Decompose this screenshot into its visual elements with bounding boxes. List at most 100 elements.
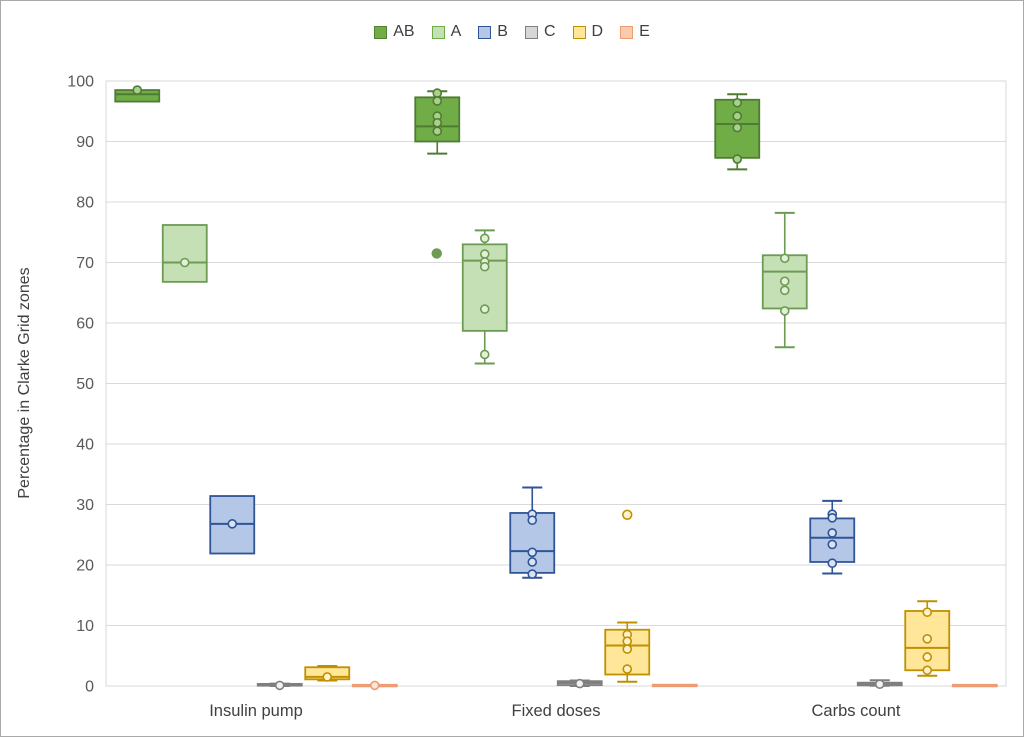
legend-swatch-D: [572, 25, 586, 39]
data-point: [922, 652, 933, 662]
data-point: [732, 97, 743, 108]
outlier-point-filled: [431, 248, 442, 259]
box-E-1: [651, 683, 698, 688]
y-tick-label-10: 10: [76, 618, 94, 635]
box-AB-1: [414, 88, 461, 155]
box-A-0: [161, 224, 208, 283]
category-label-0: Insulin pump: [209, 702, 303, 720]
y-tick-label-30: 30: [76, 497, 94, 514]
data-point: [779, 306, 790, 316]
x-axis-category-labels: Insulin pump Fixed doses Carbs count: [209, 702, 901, 720]
legend-swatch-B: [478, 25, 492, 39]
data-point: [827, 528, 838, 538]
box-A-1: [431, 229, 508, 365]
data-point: [132, 85, 143, 95]
iqr-box: [161, 224, 208, 283]
data-point: [432, 126, 443, 137]
data-point: [369, 680, 380, 691]
data-point: [179, 257, 190, 268]
data-point: [779, 285, 790, 296]
data-point: [274, 680, 285, 691]
y-tick-label-100: 100: [67, 74, 94, 91]
data-point: [732, 111, 743, 121]
legend-swatch-AB: [374, 25, 388, 39]
data-point: [732, 122, 743, 133]
legend-swatch-A: [431, 25, 445, 39]
y-tick-label-50: 50: [76, 376, 94, 393]
box-D-1: [604, 509, 651, 683]
data-point: [922, 607, 933, 617]
y-tick-label-60: 60: [76, 316, 94, 333]
box-C-1: [556, 678, 603, 689]
legend-label-B: B: [497, 23, 508, 40]
y-tick-label-80: 80: [76, 195, 94, 212]
box-B-0: [209, 495, 256, 555]
box-AB-0: [114, 85, 161, 103]
data-point: [432, 117, 443, 128]
data-point: [527, 547, 538, 558]
data-point: [527, 569, 538, 579]
data-point: [574, 678, 585, 689]
legend-label-E: E: [639, 23, 650, 40]
legend-label-D: D: [591, 23, 604, 40]
legend-item-B: B: [478, 23, 508, 41]
y-axis-tick-labels: 0 10 20 30 40 50 60 70 80 90 100: [67, 74, 94, 696]
chart-legend: AB A B C D E: [1, 23, 1023, 41]
data-point: [622, 636, 633, 647]
legend-label-A: A: [450, 23, 462, 40]
data-point: [432, 88, 443, 98]
plot-area-border: [105, 80, 1007, 687]
box-AB-2: [714, 93, 761, 171]
data-point: [479, 249, 490, 259]
category-label-2: Carbs count: [812, 702, 901, 720]
box-D-2: [904, 600, 951, 677]
legend-item-C: C: [524, 23, 556, 41]
data-point: [322, 672, 333, 682]
box-C-0: [256, 680, 303, 691]
data-point: [479, 304, 490, 314]
data-point: [922, 634, 933, 644]
data-point: [527, 557, 538, 567]
data-point: [622, 644, 633, 654]
data-point: [732, 154, 743, 164]
data-point: [779, 276, 790, 287]
legend-item-D: D: [572, 23, 604, 41]
y-tick-label-40: 40: [76, 437, 94, 454]
box-C-2: [856, 679, 903, 689]
box-D-0: [304, 665, 351, 682]
data-point: [827, 539, 838, 550]
y-tick-label-70: 70: [76, 255, 94, 272]
data-point: [622, 664, 633, 674]
y-tick-label-90: 90: [76, 134, 94, 151]
legend-item-A: A: [431, 23, 462, 41]
data-point: [827, 513, 838, 523]
legend-item-E: E: [620, 23, 650, 41]
data-point: [227, 519, 238, 529]
legend-item-AB: AB: [374, 23, 415, 41]
outlier-point: [622, 509, 633, 520]
box-B-1: [509, 486, 556, 579]
data-point: [922, 665, 933, 676]
legend-swatch-E: [620, 25, 634, 39]
legend-label-C: C: [543, 23, 556, 40]
gridlines: [105, 80, 1007, 687]
data-point: [827, 558, 838, 568]
box-A-2: [761, 211, 808, 349]
box-E-2: [951, 683, 998, 688]
data-point: [527, 515, 538, 526]
box-B-2: [809, 499, 856, 575]
category-label-1: Fixed doses: [512, 702, 601, 720]
y-axis-title: Percentage in Clarke Grid zones: [16, 267, 33, 498]
legend-label-AB: AB: [393, 23, 415, 40]
box-E-0: [351, 680, 398, 691]
data-point: [432, 96, 443, 106]
data-point: [479, 233, 490, 244]
legend-swatch-C: [524, 25, 538, 39]
box-plots: [114, 85, 998, 691]
y-tick-label-0: 0: [85, 679, 94, 696]
data-point: [479, 261, 490, 272]
data-point: [874, 679, 885, 689]
data-point: [479, 349, 490, 360]
